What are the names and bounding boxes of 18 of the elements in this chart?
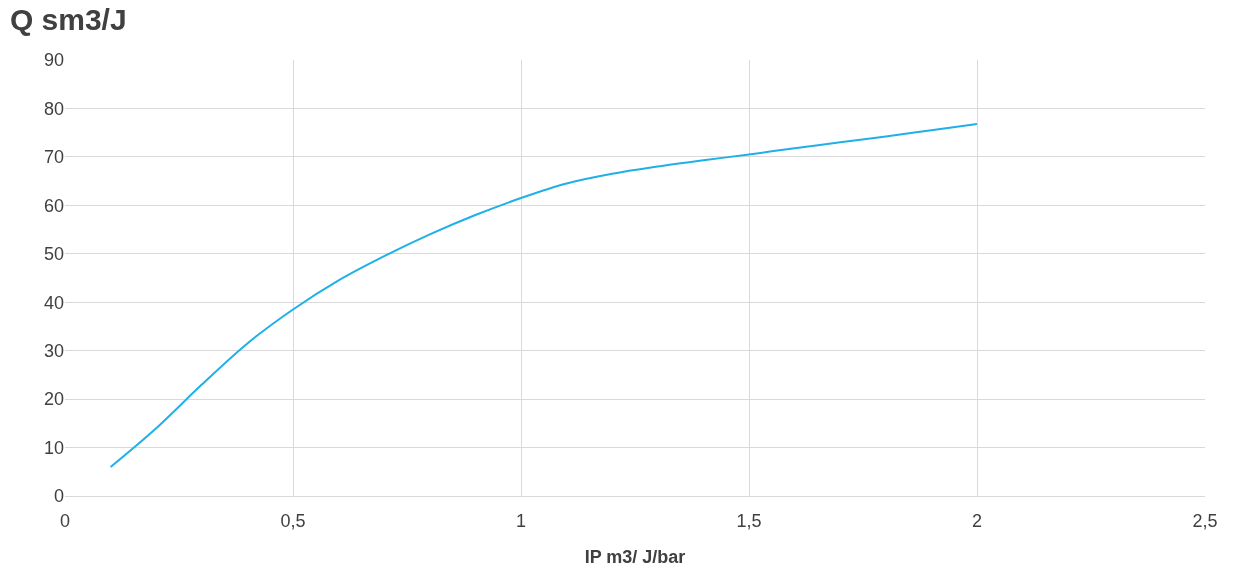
x-tick-label: 1,5 bbox=[736, 510, 762, 531]
x-tick-label: 1 bbox=[515, 510, 527, 531]
y-tick-label: 80 bbox=[43, 98, 64, 119]
y-tick-label: 10 bbox=[43, 437, 64, 458]
y-tick-label: 90 bbox=[43, 50, 64, 71]
x-tick-label: 2,5 bbox=[1192, 510, 1218, 531]
y-tick-label: 40 bbox=[43, 292, 64, 313]
x-tick-label: 2 bbox=[971, 510, 983, 531]
y-tick-label: 70 bbox=[43, 147, 64, 168]
y-tick-label: 50 bbox=[43, 244, 64, 265]
chart-title: Q sm3/J bbox=[9, 2, 127, 36]
line-series bbox=[109, 122, 978, 468]
y-tick-label: 20 bbox=[43, 389, 64, 410]
y-tick-label: 0 bbox=[53, 486, 64, 507]
y-tick-label: 30 bbox=[43, 340, 64, 361]
x-tick-label: 0,5 bbox=[280, 510, 306, 531]
x-axis-title: IP m3/ J/bar bbox=[584, 546, 686, 567]
y-tick-label: 60 bbox=[43, 195, 64, 216]
